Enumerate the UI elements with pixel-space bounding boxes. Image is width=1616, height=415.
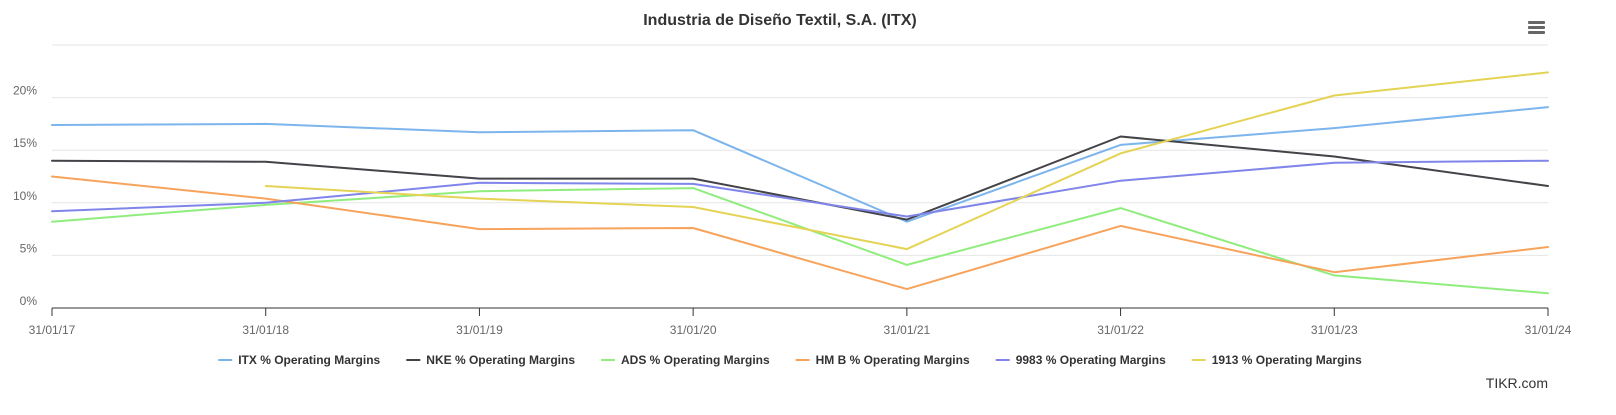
- legend-item[interactable]: 9983 % Operating Margins: [995, 353, 1166, 367]
- legend[interactable]: ITX % Operating Margins NKE % Operating M…: [218, 353, 1362, 367]
- chart-title: Industria de Diseño Textil, S.A. (ITX): [643, 12, 917, 29]
- menu-bar-middle: [1528, 26, 1545, 29]
- series-lines: [51, 71, 1549, 295]
- legend-item[interactable]: HM B % Operating Margins: [795, 353, 970, 367]
- legend-item[interactable]: 1913 % Operating Margins: [1191, 353, 1362, 367]
- x-tick-label: 31/01/17: [29, 323, 76, 337]
- x-tick-label: 31/01/19: [456, 323, 503, 337]
- series-line-5[interactable]: [264, 71, 1549, 251]
- y-tick-label: 20%: [13, 84, 37, 98]
- x-tick-label: 31/01/22: [1097, 323, 1144, 337]
- x-tick-label: 31/01/18: [242, 323, 289, 337]
- legend-item[interactable]: NKE % Operating Margins: [406, 353, 575, 367]
- legend-label: 9983 % Operating Margins: [1016, 353, 1166, 367]
- menu-bar-top: [1528, 21, 1545, 24]
- x-tick-label: 31/01/24: [1525, 323, 1572, 337]
- hamburger-menu-icon[interactable]: [1524, 16, 1550, 40]
- legend-label: NKE % Operating Margins: [426, 353, 575, 367]
- x-tick-label: 31/01/20: [670, 323, 717, 337]
- series-line-3[interactable]: [51, 175, 1549, 291]
- x-tick-label: 31/01/21: [883, 323, 930, 337]
- legend-label: ITX % Operating Margins: [238, 353, 380, 367]
- series-line-1[interactable]: [51, 135, 1549, 221]
- y-tick-label: 15%: [13, 136, 37, 150]
- legend-label: HM B % Operating Margins: [816, 353, 970, 367]
- series-line-4[interactable]: [51, 159, 1549, 218]
- series-line-0[interactable]: [51, 106, 1549, 223]
- grid-lines: [52, 44, 1548, 256]
- legend-item[interactable]: ITX % Operating Margins: [218, 353, 381, 367]
- legend-label: 1913 % Operating Margins: [1212, 353, 1362, 367]
- y-tick-label: 10%: [13, 189, 37, 203]
- menu-bar-bottom: [1528, 31, 1545, 34]
- y-tick-label: 0%: [20, 294, 38, 308]
- legend-item[interactable]: ADS % Operating Margins: [601, 353, 770, 367]
- x-tick-label: 31/01/23: [1311, 323, 1358, 337]
- credit-label[interactable]: TIKR.com: [1486, 375, 1548, 391]
- y-tick-label: 5%: [20, 241, 38, 255]
- y-axis-ticks: 0% 5% 10% 15% 20%: [13, 84, 37, 308]
- x-axis: 31/01/17 31/01/18 31/01/19 31/01/20 31/01/21…: [29, 307, 1572, 337]
- legend-label: ADS % Operating Margins: [621, 353, 770, 367]
